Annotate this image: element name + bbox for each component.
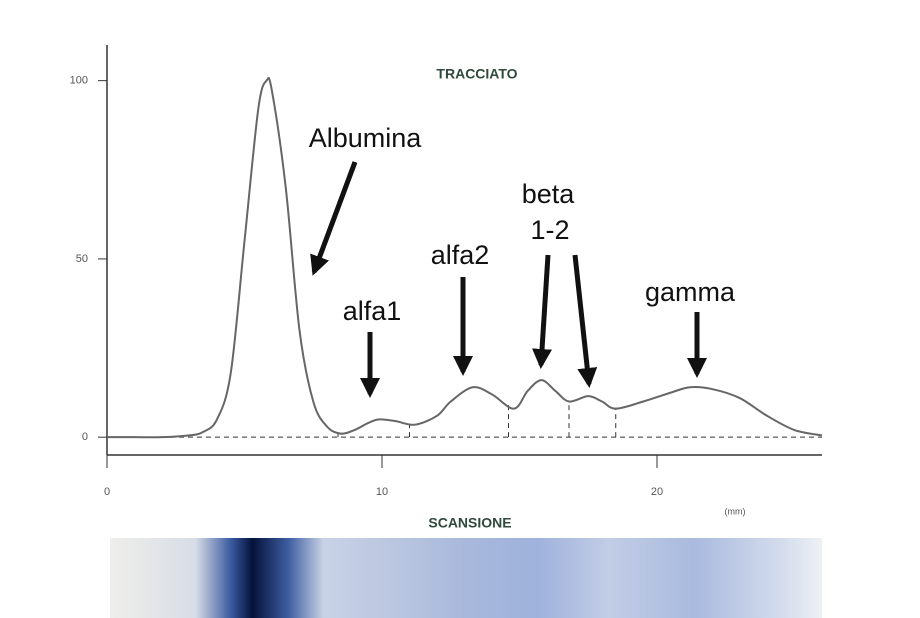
- annotation: Albumina: [309, 123, 423, 153]
- x-tick-label: 0: [104, 486, 110, 498]
- annotation: gamma: [645, 277, 736, 307]
- chart-title: TRACCIATO: [436, 66, 517, 82]
- x-axis-label: (mm): [725, 506, 746, 516]
- arrow: [575, 255, 589, 384]
- y-tick-label: 0: [82, 431, 88, 443]
- chart: TRACCIATO SCANSIONE (mm) 0 50 100 0 10 20 Albu…: [0, 0, 920, 618]
- scan-title: SCANSIONE: [428, 515, 511, 531]
- annotation: 1-2: [530, 215, 569, 245]
- scan-strip: [110, 538, 822, 618]
- arrow: [314, 162, 355, 272]
- annotation: alfa1: [343, 296, 402, 326]
- y-tick-label: 50: [76, 253, 88, 265]
- x-tick-label: 20: [651, 486, 663, 498]
- arrow: [541, 255, 548, 365]
- arrows: [314, 162, 697, 394]
- annotation: alfa2: [431, 240, 490, 270]
- y-tick-label: 100: [70, 75, 88, 87]
- annotation: beta: [522, 179, 576, 209]
- x-tick-label: 10: [376, 486, 388, 498]
